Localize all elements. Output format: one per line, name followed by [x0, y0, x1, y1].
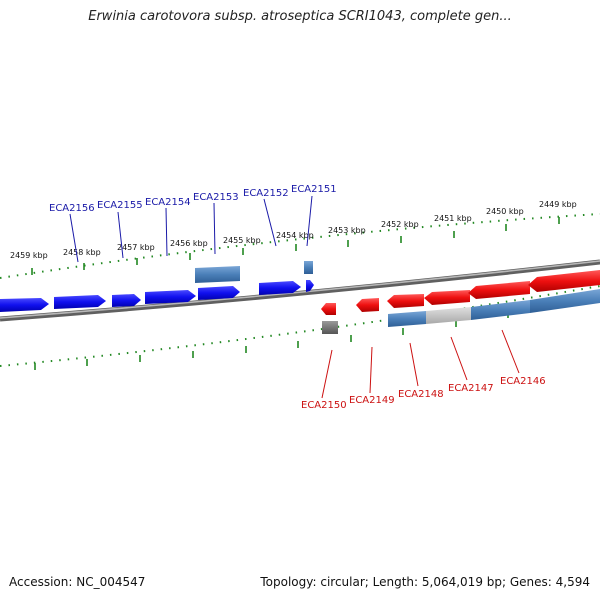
scale-label-2458: 2458 kbp: [63, 248, 101, 257]
gene-arrow-ECA2153b[interactable]: [198, 286, 240, 300]
map-title: Erwinia carotovora subsp. atroseptica SC…: [88, 9, 512, 24]
gene-label-ECA2147[interactable]: ECA2147: [448, 383, 494, 394]
reverse-cds-features: [322, 289, 600, 334]
gene-arrow-ECA2151[interactable]: [306, 280, 314, 292]
scale-label-2451: 2451 kbp: [434, 214, 472, 223]
reverse-gene-labels: ECA2150 ECA2149 ECA2148 ECA2147 ECA2146: [301, 376, 546, 411]
gene-label-ECA2155[interactable]: ECA2155: [97, 200, 143, 211]
gene-arrow-ECA2149[interactable]: [356, 298, 379, 312]
gene-arrow-ECA2154[interactable]: [112, 294, 141, 307]
topology-text: Topology: circular; Length: 5,064,019 bp…: [260, 575, 590, 589]
gene-arrow-ECA2153[interactable]: [145, 290, 196, 304]
cds-feature-ECA2148[interactable]: [388, 311, 426, 327]
genome-backbone: [0, 259, 600, 322]
cds-feature-ECA2145[interactable]: [530, 289, 600, 313]
gene-arrow-ECA2152[interactable]: [259, 281, 301, 295]
scale-label-2455: 2455 kbp: [223, 236, 261, 245]
scale-label-2459: 2459 kbp: [10, 251, 48, 260]
reverse-gene-arrows: [321, 270, 600, 315]
gene-arrow-ECA2148[interactable]: [387, 294, 424, 308]
scale-label-2450: 2450 kbp: [486, 207, 524, 216]
gene-label-ECA2148[interactable]: ECA2148: [398, 389, 444, 400]
cds-feature-ECA2147[interactable]: [426, 307, 471, 324]
gene-arrow-ECA2150[interactable]: [321, 303, 336, 315]
forward-gene-labels: ECA2156 ECA2155 ECA2154 ECA2153 ECA2152 …: [49, 184, 337, 214]
gene-label-ECA2149[interactable]: ECA2149: [349, 395, 395, 406]
outer-scale-ruler: 2459 kbp 2458 kbp 2457 kbp 2456 kbp 2455…: [0, 200, 600, 279]
scale-label-2452: 2452 kbp: [381, 220, 419, 229]
cds-feature-ECA2151[interactable]: [304, 261, 313, 274]
gene-arrow-ECA2145[interactable]: [528, 270, 600, 292]
gene-label-ECA2152[interactable]: ECA2152: [243, 188, 289, 199]
scale-label-2449: 2449 kbp: [539, 200, 577, 209]
gene-label-ECA2146[interactable]: ECA2146: [500, 376, 546, 387]
gene-label-ECA2156[interactable]: ECA2156: [49, 203, 95, 214]
scale-labels: 2459 kbp 2458 kbp 2457 kbp 2456 kbp 2455…: [10, 200, 577, 260]
reverse-label-leaders: [321, 329, 520, 399]
cds-feature-ECA2146[interactable]: [471, 300, 530, 320]
gene-arrow-ECA2156[interactable]: [0, 298, 49, 312]
gene-arrow-ECA2147[interactable]: [424, 290, 470, 305]
outer-ruler-dots: [0, 213, 600, 279]
scale-label-2453: 2453 kbp: [328, 226, 366, 235]
forward-cds-features: [195, 261, 313, 283]
forward-gene-arrows: [0, 280, 314, 312]
cds-feature-ECA2153[interactable]: [195, 266, 240, 283]
scale-label-2457: 2457 kbp: [117, 243, 155, 252]
scale-label-2454: 2454 kbp: [276, 231, 314, 240]
accession-text: Accession: NC_004547: [9, 575, 146, 589]
cds-feature-ECA2150[interactable]: [322, 321, 338, 334]
gene-label-ECA2154[interactable]: ECA2154: [145, 197, 191, 208]
gene-label-ECA2150[interactable]: ECA2150: [301, 400, 347, 411]
gene-label-ECA2151[interactable]: ECA2151: [291, 184, 337, 195]
gene-arrow-ECA2155[interactable]: [54, 295, 106, 309]
forward-label-leaders: [69, 195, 313, 263]
gene-label-ECA2153[interactable]: ECA2153: [193, 192, 239, 203]
gene-arrow-ECA2146[interactable]: [468, 281, 530, 299]
outer-major-ticks: [31, 217, 560, 275]
scale-label-2456: 2456 kbp: [170, 239, 208, 248]
